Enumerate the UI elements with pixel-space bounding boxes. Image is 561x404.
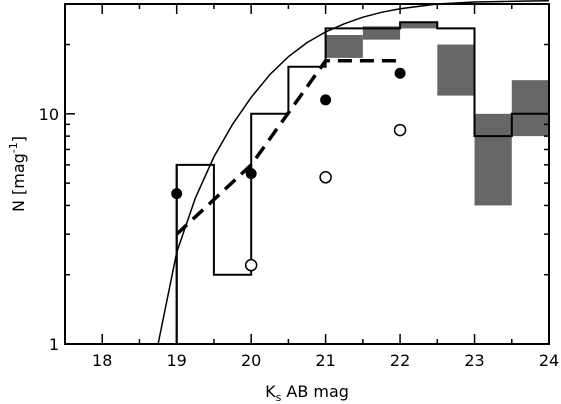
x-axis-label-subscript: s bbox=[276, 391, 282, 404]
x-tick-label: 18 bbox=[92, 351, 112, 370]
x-tick-label: 22 bbox=[390, 351, 410, 370]
x-tick-label: 19 bbox=[167, 351, 187, 370]
x-axis-label-suffix: AB mag bbox=[281, 382, 349, 401]
open-point bbox=[244, 258, 258, 272]
x-tick-label: 20 bbox=[241, 351, 261, 370]
filled-point bbox=[245, 168, 257, 180]
filled-point bbox=[320, 94, 332, 106]
range-box bbox=[437, 44, 475, 96]
open-point bbox=[393, 123, 407, 137]
plot-frame bbox=[64, 3, 550, 345]
range-box bbox=[474, 113, 512, 206]
range-box bbox=[362, 26, 401, 40]
x-tick-label: 24 bbox=[539, 351, 559, 370]
y-axis-label-suffix: ] bbox=[9, 136, 28, 142]
x-axis-label-main: K bbox=[265, 382, 276, 401]
x-axis-label: Ks AB mag bbox=[265, 382, 349, 404]
x-tick-label: 23 bbox=[464, 351, 484, 370]
y-axis-label: N [mag-1] bbox=[7, 136, 28, 212]
open-point bbox=[319, 171, 332, 184]
range-box bbox=[511, 80, 549, 137]
y-axis-label-main: N [mag bbox=[9, 153, 28, 212]
range-box bbox=[325, 35, 363, 58]
y-tick-label: 1 bbox=[49, 335, 59, 354]
chart-marks bbox=[65, 0, 550, 345]
model-curve bbox=[157, 0, 550, 345]
filled-point bbox=[394, 67, 406, 79]
y-tick-label: 10 bbox=[39, 105, 59, 124]
y-axis-label-superscript: -1 bbox=[7, 142, 20, 153]
x-tick-label: 21 bbox=[315, 351, 335, 370]
axis-ticks bbox=[64, 3, 550, 345]
dashed-fit-line bbox=[175, 59, 401, 236]
tick-labels: 18 19 20 21 22 23 24 1 10 bbox=[39, 105, 560, 370]
range-box bbox=[400, 22, 438, 29]
filled-point bbox=[171, 188, 183, 200]
